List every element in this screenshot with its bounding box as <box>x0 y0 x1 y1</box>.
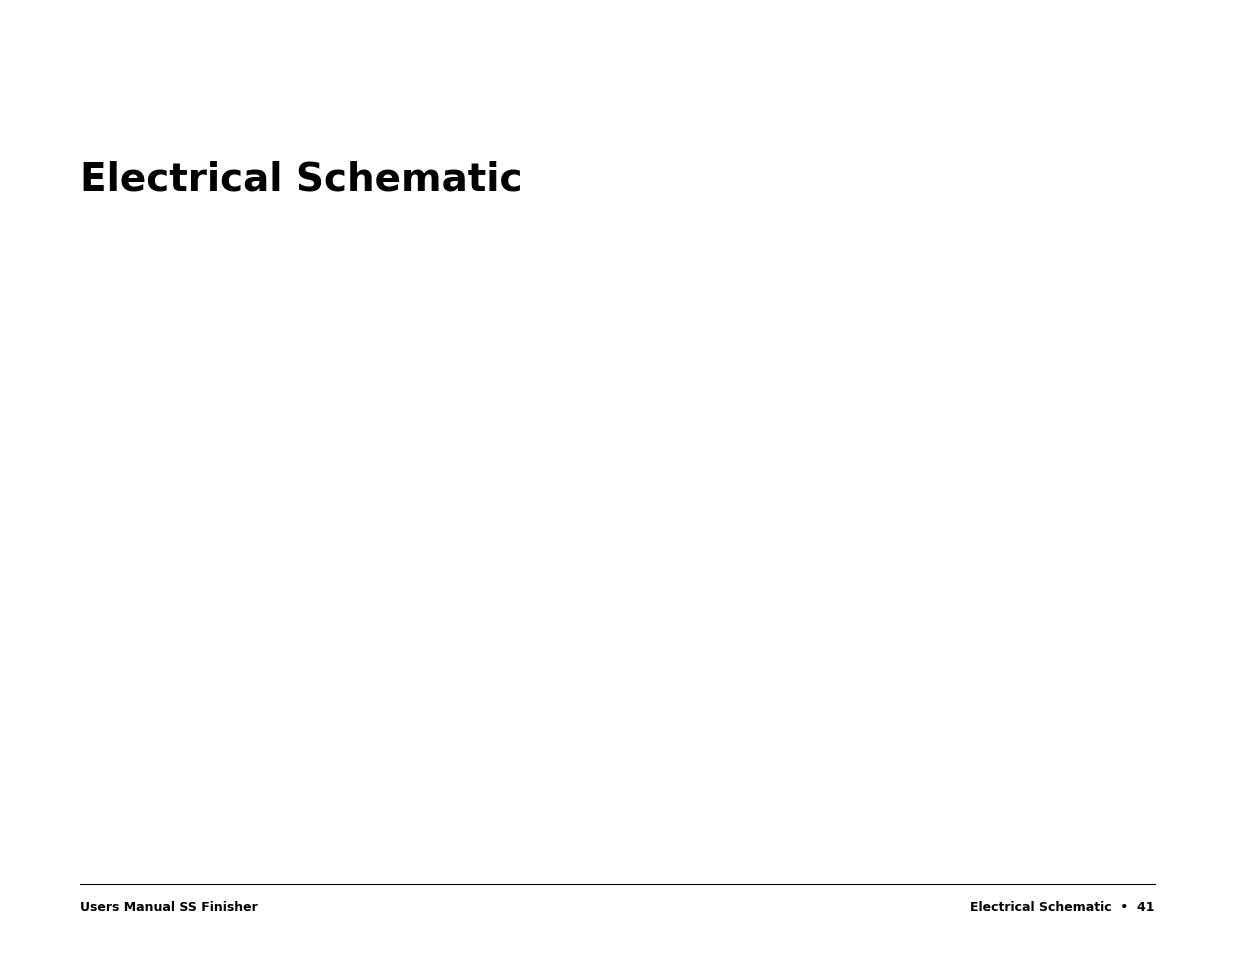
Text: Electrical Schematic: Electrical Schematic <box>80 160 522 198</box>
Text: Users Manual SS Finisher: Users Manual SS Finisher <box>80 900 258 913</box>
Text: Electrical Schematic  •  41: Electrical Schematic • 41 <box>971 900 1155 913</box>
